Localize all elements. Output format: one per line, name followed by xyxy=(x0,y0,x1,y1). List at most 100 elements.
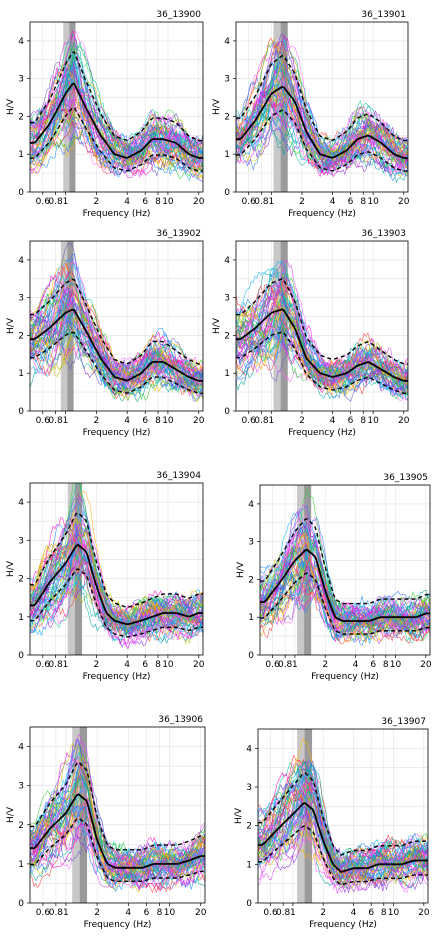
mean-curve xyxy=(30,543,203,626)
x-tick-label: 20 xyxy=(193,197,205,207)
y-tick-label: 0 xyxy=(18,407,24,417)
window-curve xyxy=(30,298,203,397)
std-lower-curve xyxy=(236,331,408,394)
window-curve xyxy=(30,90,203,164)
window-curve xyxy=(236,267,408,394)
window-curve xyxy=(236,56,408,163)
x-tick-label: 6 xyxy=(370,660,376,670)
mean-curve xyxy=(258,802,428,874)
x-tick-label: 1 xyxy=(292,660,298,670)
window-curve xyxy=(30,282,203,395)
y-tick-label: 1 xyxy=(246,860,252,870)
y-tick-label: 0 xyxy=(18,651,24,661)
window-curve xyxy=(30,823,205,889)
window-curve xyxy=(30,742,205,878)
x-tick-label: 4 xyxy=(351,908,357,918)
window-curve xyxy=(30,301,203,400)
y-tick-label: 4 xyxy=(248,500,254,510)
x-tick-label: 0.8 xyxy=(48,660,63,670)
x-tick-label: 20 xyxy=(398,416,410,426)
panel-title: 36_13903 xyxy=(361,229,406,239)
mean-curve xyxy=(236,308,408,382)
mean-curve xyxy=(30,308,203,382)
y-axis-label: H/V xyxy=(6,98,16,115)
window-curve xyxy=(30,531,203,634)
window-curve xyxy=(30,757,205,878)
window-curve xyxy=(236,91,408,174)
y-axis-label: H/V xyxy=(212,98,222,115)
x-ticks: 0.60.8 1 2 4 6 8 10 20 xyxy=(36,903,207,918)
y-tick-label: 0 xyxy=(224,407,230,417)
panel-title: 36_13900 xyxy=(156,10,201,20)
x-axis-label: Frequency (Hz) xyxy=(84,920,152,930)
window-curve xyxy=(30,99,203,178)
y-tick-label: 2 xyxy=(224,112,230,122)
window-curve xyxy=(258,765,428,869)
window-curve xyxy=(258,791,428,893)
mean-curve xyxy=(260,548,430,622)
y-tick-label: 2 xyxy=(224,331,230,341)
window-curve xyxy=(30,53,203,162)
window-curve xyxy=(30,821,205,890)
x-tick-label: 10 xyxy=(388,908,400,918)
x-tick-label: 10 xyxy=(390,660,402,670)
x-tick-label: 20 xyxy=(420,660,432,670)
x-tick-label: 6 xyxy=(348,416,354,426)
x-tick-label: 0.6 xyxy=(36,908,51,918)
window-curve xyxy=(260,560,430,637)
window-curve xyxy=(30,108,203,174)
plot-frame xyxy=(29,21,204,193)
x-tick-label: 8 xyxy=(383,660,389,670)
x-axis-label: Frequency (Hz) xyxy=(83,209,151,219)
window-curve xyxy=(258,762,428,874)
window-curve xyxy=(30,826,205,888)
x-ticks: 0.60.8 1 2 4 6 8 10 20 xyxy=(242,192,410,207)
x-tick-label: 10 xyxy=(164,908,176,918)
plot-frame xyxy=(235,21,409,193)
x-tick-label: 20 xyxy=(418,908,430,918)
std-upper-curve xyxy=(236,278,408,365)
y-tick-label: 4 xyxy=(18,256,24,266)
window-curve xyxy=(30,549,203,632)
std-upper-curve xyxy=(258,772,428,856)
window-curve xyxy=(260,510,430,624)
y-tick-label: 4 xyxy=(18,37,24,47)
x-tick-label: 0.8 xyxy=(276,908,291,918)
x-axis-label: Frequency (Hz) xyxy=(83,428,151,438)
x-ticks: 0.60.8 1 2 4 6 8 10 20 xyxy=(36,655,205,670)
window-curve xyxy=(30,830,205,890)
y-tick-label: 4 xyxy=(246,744,252,754)
y-tick-label: 0 xyxy=(18,188,24,198)
y-tick-label: 2 xyxy=(18,112,24,122)
y-axis-label: H/V xyxy=(234,807,244,824)
plot-frame xyxy=(259,484,431,656)
window-curve xyxy=(30,803,205,893)
y-tick-label: 1 xyxy=(18,613,24,623)
y-tick-label: 0 xyxy=(248,651,254,661)
y-tick-label: 3 xyxy=(246,783,252,793)
x-tick-label: 2 xyxy=(93,197,99,207)
panel-title: 36_13904 xyxy=(156,471,201,481)
x-tick-label: 4 xyxy=(125,908,131,918)
window-curves xyxy=(30,30,203,182)
window-curves xyxy=(236,259,408,402)
window-curve xyxy=(30,66,203,151)
y-tick-label: 4 xyxy=(224,37,230,47)
x-tick-label: 0.6 xyxy=(265,660,280,670)
window-curve xyxy=(30,523,203,642)
y-tick-label: 1 xyxy=(18,860,24,870)
window-curve xyxy=(30,121,203,175)
window-curves xyxy=(236,33,408,184)
window-curve xyxy=(236,41,408,169)
x-tick-label: 1 xyxy=(268,197,274,207)
panel-title: 36_13905 xyxy=(383,473,428,483)
y-ticks: 0 1 2 3 4 xyxy=(248,500,260,661)
window-curve xyxy=(236,308,408,391)
y-tick-label: 1 xyxy=(18,150,24,160)
x-tick-label: 0.8 xyxy=(254,416,269,426)
y-tick-label: 3 xyxy=(18,75,24,85)
